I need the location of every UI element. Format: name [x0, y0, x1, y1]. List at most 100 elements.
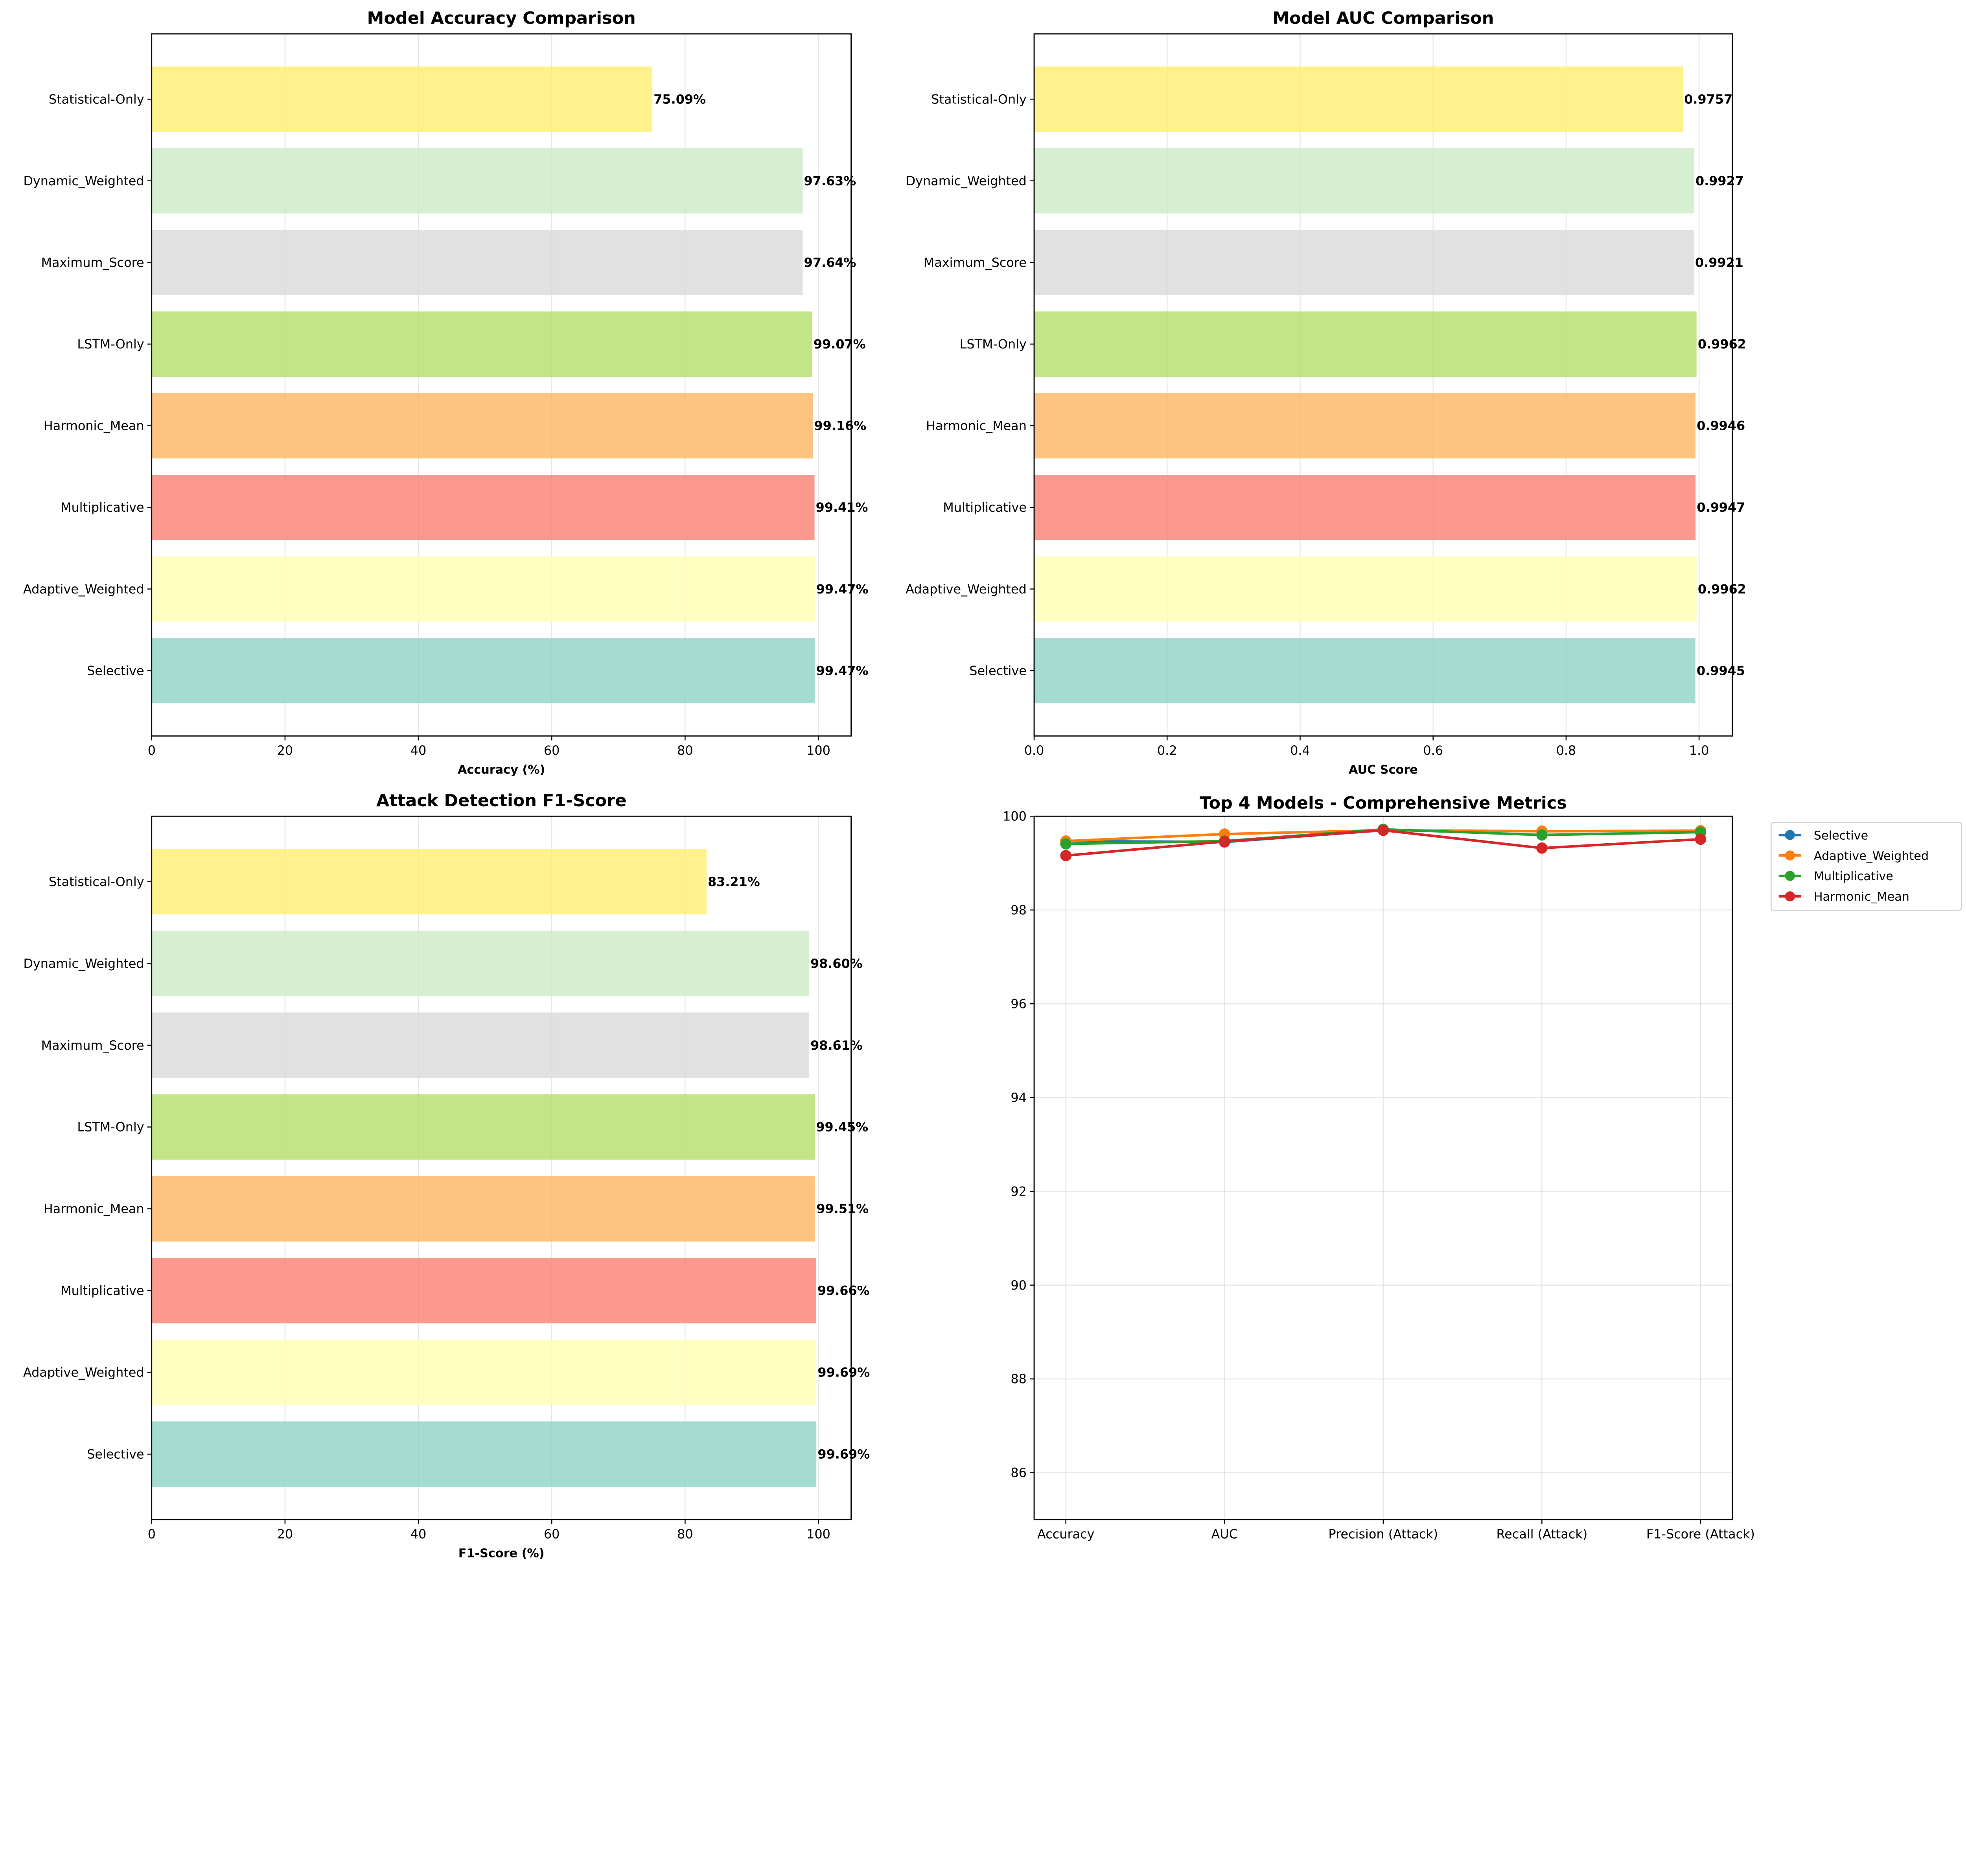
y-tick-label: LSTM-Only [77, 1120, 144, 1135]
legend-label: Selective [1814, 829, 1868, 842]
x-tick-label: 0.8 [1556, 743, 1576, 758]
legend-marker [1785, 891, 1795, 901]
x-tick-label: 40 [411, 743, 427, 758]
data-label: 99.47% [816, 663, 869, 678]
y-tick-label: LSTM-Only [960, 337, 1027, 352]
x-tick-label: 100 [806, 743, 830, 758]
x-axis-label: Accuracy (%) [458, 763, 545, 777]
bar-multiplicative [151, 475, 815, 540]
y-tick-label: 92 [1011, 1184, 1027, 1199]
bar-selective [151, 1421, 817, 1487]
bar-selective [151, 638, 815, 704]
data-label: 99.51% [816, 1202, 869, 1216]
x-tick-label: 100 [806, 1527, 830, 1542]
x-tick-label: 0.2 [1157, 743, 1177, 758]
x-tick-label: Precision (Attack) [1328, 1527, 1438, 1542]
y-tick-label: Selective [87, 663, 144, 678]
y-tick-label: Maximum_Score [41, 1038, 144, 1053]
bar-chart-panel-2: 0.0 0.2 0.4 0.6 0.8 1.0 Selective 0.9945 Adaptiv… [906, 9, 1746, 777]
x-tick-label: 20 [277, 1527, 293, 1542]
data-label: 97.63% [804, 173, 856, 188]
chart-title: Model AUC Comparison [1272, 9, 1494, 28]
y-tick-label: Statistical-Only [931, 92, 1027, 107]
x-tick-label: 0.6 [1423, 743, 1443, 758]
bar-dynamic_weighted [151, 148, 803, 214]
data-label: 83.21% [708, 874, 760, 889]
data-label: 0.9757 [1684, 92, 1732, 107]
y-tick-label: Selective [87, 1447, 144, 1462]
y-tick-label: LSTM-Only [77, 337, 144, 352]
y-tick-label: Statistical-Only [49, 874, 144, 889]
data-point [1219, 836, 1230, 848]
data-label: 99.66% [817, 1283, 870, 1298]
y-tick-label: Multiplicative [61, 500, 144, 515]
series-harmonic_mean [1060, 824, 1706, 861]
x-axis-label: F1-Score (%) [458, 1546, 545, 1560]
x-tick-label: 40 [411, 1527, 427, 1542]
x-tick-label: 60 [544, 743, 560, 758]
axes-frame [1033, 33, 1733, 737]
bar-adaptive_weighted [151, 1340, 817, 1405]
y-tick-label: Dynamic_Weighted [906, 173, 1027, 188]
figure: 0 20 40 60 80 100 Selective 99.47% Adaptive_Weig… [23, 9, 1962, 1561]
data-label: 97.64% [804, 255, 856, 270]
bar-statistical-only [151, 849, 707, 914]
bar-selective [1034, 638, 1695, 704]
x-tick-label: 0 [148, 1527, 156, 1542]
x-tick-label: 1.0 [1689, 743, 1709, 758]
bar-maximum_score [151, 230, 803, 295]
legend-marker [1785, 830, 1795, 840]
bar-dynamic_weighted [151, 931, 809, 996]
bar-harmonic_mean [151, 1176, 815, 1242]
y-tick-label: Multiplicative [943, 500, 1027, 515]
data-label: 98.60% [810, 956, 863, 971]
data-label: 99.07% [814, 337, 866, 352]
x-tick-label: 0.4 [1290, 743, 1310, 758]
bar-lstm-only [1034, 311, 1697, 377]
legend-marker [1785, 871, 1795, 881]
y-tick-label: Adaptive_Weighted [23, 582, 144, 597]
y-tick-label: Statistical-Only [49, 92, 144, 107]
data-label: 98.61% [810, 1038, 863, 1053]
y-tick-label: 96 [1011, 996, 1027, 1011]
bar-adaptive_weighted [1034, 556, 1697, 622]
x-tick-label: 60 [544, 1527, 560, 1542]
y-tick-label: Harmonic_Mean [44, 418, 144, 433]
line-chart-panel: 86 88 90 92 94 96 98 100 Accuracy AUC Precision (A… [1003, 793, 1962, 1542]
y-tick-label: 90 [1011, 1278, 1027, 1293]
legend-label: Harmonic_Mean [1814, 890, 1909, 904]
y-tick-label: Maximum_Score [41, 255, 144, 270]
y-tick-label: Harmonic_Mean [44, 1202, 144, 1216]
data-label: 99.41% [816, 500, 868, 515]
bar-lstm-only [151, 1094, 815, 1160]
bar-adaptive_weighted [151, 556, 815, 622]
bar-multiplicative [151, 1258, 816, 1323]
x-tick-label: F1-Score (Attack) [1646, 1527, 1755, 1542]
y-tick-label: Dynamic_Weighted [23, 956, 144, 971]
x-tick-label: AUC [1211, 1527, 1238, 1542]
data-point [1377, 824, 1389, 836]
y-tick-label: 88 [1011, 1371, 1027, 1386]
bar-statistical-only [151, 66, 653, 132]
y-tick-label: 100 [1003, 809, 1027, 824]
legend-marker [1785, 850, 1795, 861]
y-tick-label: Adaptive_Weighted [23, 1365, 144, 1380]
y-tick-label: Maximum_Score [924, 255, 1027, 270]
bar-chart-panel-3: 0 20 40 60 80 100 Selective 99.69% Adaptive_Weig… [23, 791, 870, 1561]
legend-box [1771, 822, 1962, 911]
y-tick-label: 86 [1011, 1465, 1027, 1480]
bar-lstm-only [151, 311, 812, 377]
legend-label: Multiplicative [1814, 870, 1893, 883]
x-tick-label: 80 [677, 743, 693, 758]
y-tick-label: Multiplicative [61, 1283, 144, 1298]
axes-frame [151, 815, 852, 1520]
data-label: 99.16% [814, 418, 866, 433]
bar-chart-panel-1: 0 20 40 60 80 100 Selective 99.47% Adaptive_Weig… [23, 9, 869, 777]
x-tick-label: 0.0 [1024, 743, 1044, 758]
x-axis-label: AUC Score [1349, 763, 1418, 777]
data-point [1536, 842, 1548, 854]
data-label: 99.69% [817, 1365, 870, 1380]
bar-harmonic_mean [1034, 393, 1696, 459]
y-tick-label: Dynamic_Weighted [23, 173, 144, 188]
data-point [1060, 838, 1072, 850]
